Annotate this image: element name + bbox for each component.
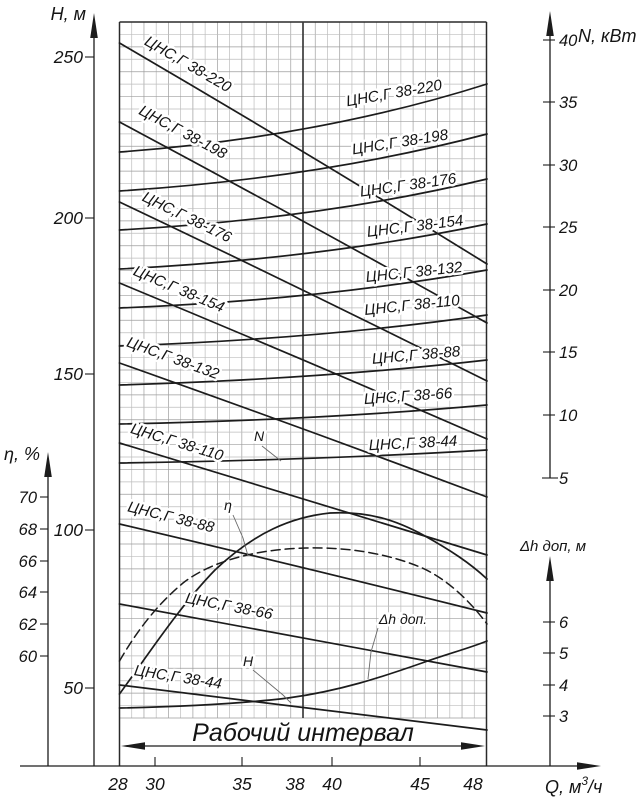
n-tick-5: 5 xyxy=(559,470,569,488)
n-label-38-220: ЦНС,Г 38-220 xyxy=(345,77,444,111)
q-axis-title: Q, м3/ч xyxy=(545,774,602,797)
h-axis-title: H, м xyxy=(51,4,86,24)
n-curve-38-220 xyxy=(118,83,488,153)
q-tick-48: 48 xyxy=(463,774,483,794)
n-axis-arrow-icon xyxy=(546,11,554,36)
leader-lines xyxy=(232,445,379,704)
marker-n: N xyxy=(254,428,265,444)
marker-dh-dop: Δh доп. xyxy=(378,611,427,627)
dh-tick-6: 6 xyxy=(559,614,569,632)
h-tick-200: 200 xyxy=(53,208,83,228)
hq-curve-38-44 xyxy=(118,684,488,731)
n-curve-38-66 xyxy=(118,404,488,425)
working-interval-arrow-left-icon xyxy=(121,742,145,750)
power-curves xyxy=(118,83,488,464)
n-curve-38-154 xyxy=(118,223,488,270)
hq-curve-38-132 xyxy=(118,362,488,498)
head-curves xyxy=(118,42,488,731)
eta-curve-dashed xyxy=(118,547,488,662)
n-curve-38-88 xyxy=(118,359,488,386)
q-tick-40: 40 xyxy=(322,774,342,794)
h-tick-250: 250 xyxy=(53,47,83,67)
n-curve-38-132 xyxy=(118,269,488,309)
n-tick-25: 25 xyxy=(558,219,578,237)
leader-eta xyxy=(232,514,249,557)
eta-tick-60: 60 xyxy=(19,648,38,666)
hq-curve-38-110 xyxy=(118,442,488,556)
eta-curve-solid xyxy=(118,511,488,695)
q-tick-30: 30 xyxy=(145,774,165,794)
q-tick-28: 28 xyxy=(107,774,128,794)
n-curve-38-110 xyxy=(118,314,488,347)
q-tick-38: 38 xyxy=(285,774,305,794)
eta-tick-70: 70 xyxy=(19,489,38,507)
eta-tick-66: 66 xyxy=(19,553,38,571)
q-axis-arrow-icon xyxy=(577,762,601,770)
h-tick-50: 50 xyxy=(64,678,84,698)
n-tick-40: 40 xyxy=(559,32,578,50)
working-interval-arrow-right-icon xyxy=(461,742,485,750)
eta-axis-arrow-icon xyxy=(44,452,52,477)
leader-dh xyxy=(367,627,379,680)
dh-dop-curve xyxy=(118,640,488,709)
n-label-38-44: ЦНС,Г 38-44 xyxy=(368,433,457,455)
leader-h xyxy=(252,669,292,704)
dh-tick-5: 5 xyxy=(559,645,569,663)
eta-axis: η, % 70 68 66 64 62 60 xyxy=(4,444,52,766)
hq-curve-38-88 xyxy=(118,523,488,614)
leader-n xyxy=(261,445,282,462)
power-curve-labels: ЦНС,Г 38-220 ЦНС,Г 38-198 ЦНС,Г 38-176 Ц… xyxy=(342,74,466,457)
efficiency-suction-curves xyxy=(118,511,488,709)
working-interval-label: Рабочий интервал xyxy=(192,719,414,747)
hq-label-38-88: ЦНС,Г 38-88 xyxy=(126,499,217,537)
n-label-38-66: ЦНС,Г 38-66 xyxy=(363,385,453,408)
n-curve-38-198 xyxy=(118,133,488,192)
dh-axis-title: Δh доп, м xyxy=(519,538,586,555)
n-curve-38-44 xyxy=(118,449,488,464)
curve-markers: N η H Δh доп. xyxy=(222,426,430,672)
eta-axis-title: η, % xyxy=(4,444,40,464)
n-tick-35: 35 xyxy=(559,94,578,112)
hq-label-38-110: ЦНС,Г 38-110 xyxy=(129,420,226,464)
q-axis: 28 30 35 38 40 45 48 Q, м3/ч xyxy=(20,757,602,797)
working-interval: Рабочий интервал xyxy=(121,717,485,750)
n-tick-10: 10 xyxy=(559,407,578,425)
eta-tick-64: 64 xyxy=(19,584,37,602)
marker-h: H xyxy=(243,653,254,669)
h-tick-150: 150 xyxy=(54,364,83,384)
h-axis: H, м 250 200 150 100 50 xyxy=(51,4,98,766)
hq-label-38-198: ЦНС,Г 38-198 xyxy=(136,102,230,163)
n-axis-title: N, кВт xyxy=(578,26,637,46)
n-axis: N, кВт 40 35 30 25 20 15 10 5 xyxy=(542,11,637,488)
dh-tick-3: 3 xyxy=(559,708,569,726)
q-tick-35: 35 xyxy=(232,774,252,794)
dh-axis: Δh доп, м 6 5 4 3 xyxy=(519,538,586,766)
h-axis-arrow-icon xyxy=(90,13,98,38)
n-tick-15: 15 xyxy=(559,344,578,362)
q-tick-45: 45 xyxy=(410,774,430,794)
dh-tick-4: 4 xyxy=(559,677,568,695)
marker-eta: η xyxy=(224,497,232,513)
n-curve-38-176 xyxy=(118,178,488,231)
n-label-38-110: ЦНС,Г 38-110 xyxy=(364,292,462,319)
eta-tick-62: 62 xyxy=(19,616,37,634)
n-tick-20: 20 xyxy=(558,282,578,300)
eta-tick-68: 68 xyxy=(19,521,38,539)
hq-curve-38-198 xyxy=(118,121,488,324)
dh-axis-arrow-icon xyxy=(546,556,554,581)
n-tick-30: 30 xyxy=(559,157,578,175)
hq-curve-38-154 xyxy=(118,282,488,440)
hq-curve-38-66 xyxy=(118,603,488,673)
hq-curve-38-176 xyxy=(118,201,488,382)
h-tick-100: 100 xyxy=(54,520,83,540)
